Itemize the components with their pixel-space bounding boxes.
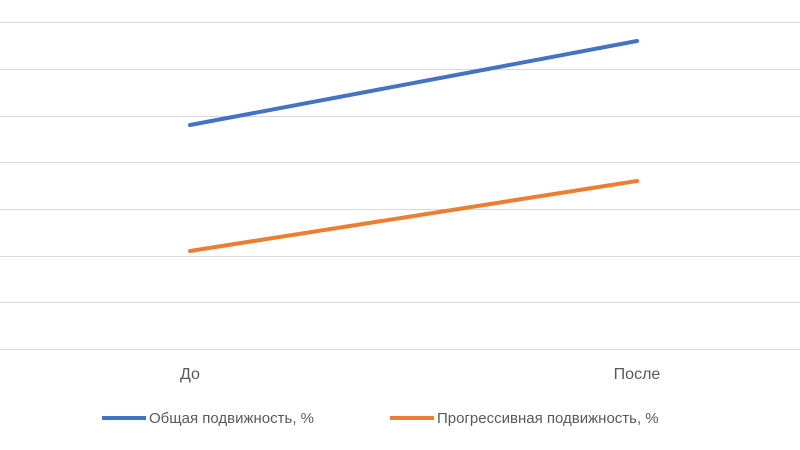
series-line-1 — [188, 39, 639, 127]
legend-label: Общая подвижность, % — [149, 410, 314, 427]
legend-item: Общая подвижность, % — [102, 410, 314, 427]
legend-item: Прогрессивная подвижность, % — [390, 410, 659, 427]
x-tick-label: До — [180, 366, 200, 383]
series-line-2 — [188, 179, 639, 253]
y-gridlines — [0, 22, 800, 350]
series-lines — [188, 39, 639, 253]
x-tick-label: После — [614, 366, 661, 383]
legend: Общая подвижность, % Прогрессивная подвиж… — [102, 410, 659, 427]
x-axis-tick-labels: До После — [180, 366, 660, 383]
legend-label: Прогрессивная подвижность, % — [437, 410, 659, 427]
